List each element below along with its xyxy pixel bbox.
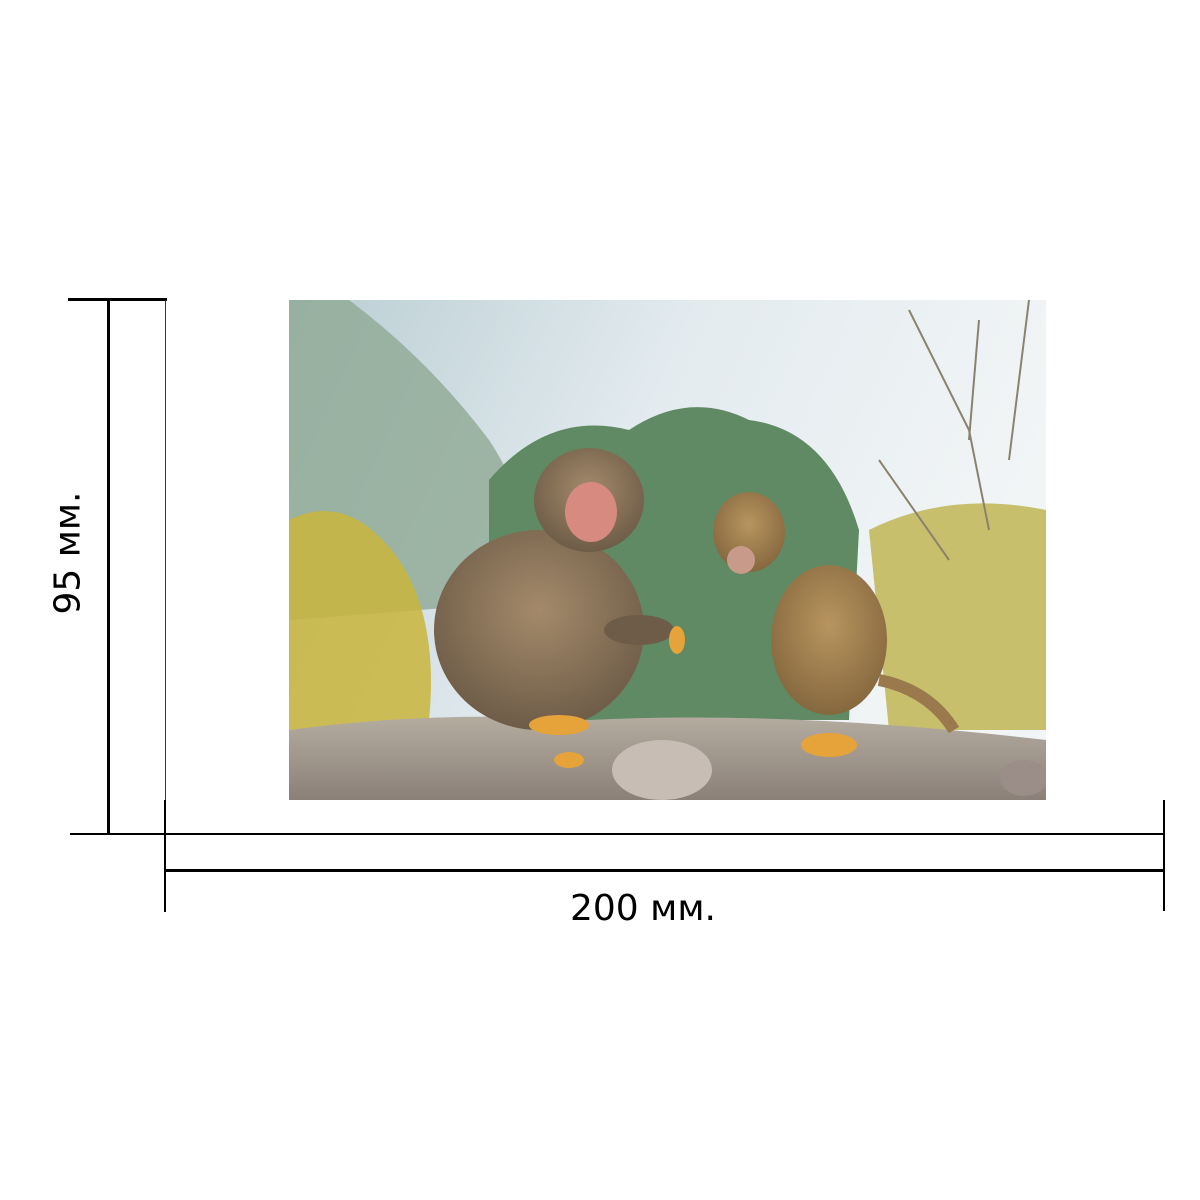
height-dimension-line bbox=[107, 300, 110, 835]
branches bbox=[878, 300, 1030, 561]
width-label: 200 мм. bbox=[570, 888, 716, 929]
monkey-photo bbox=[289, 300, 1046, 800]
baby-monkey bbox=[713, 492, 960, 734]
adult-monkey bbox=[434, 448, 674, 730]
rock bbox=[1000, 760, 1046, 796]
width-right-tick bbox=[1163, 800, 1165, 911]
width-dimension-line bbox=[165, 869, 1165, 872]
orange-peels bbox=[529, 626, 857, 768]
height-bottom-tick bbox=[70, 833, 1165, 835]
rock bbox=[612, 740, 712, 800]
width-left-tick bbox=[164, 800, 166, 912]
foliage-left bbox=[289, 511, 431, 730]
height-label: 95 мм. bbox=[47, 491, 89, 615]
foliage-right bbox=[869, 503, 1046, 730]
height-extension-line bbox=[165, 300, 166, 800]
height-top-tick bbox=[68, 298, 167, 301]
